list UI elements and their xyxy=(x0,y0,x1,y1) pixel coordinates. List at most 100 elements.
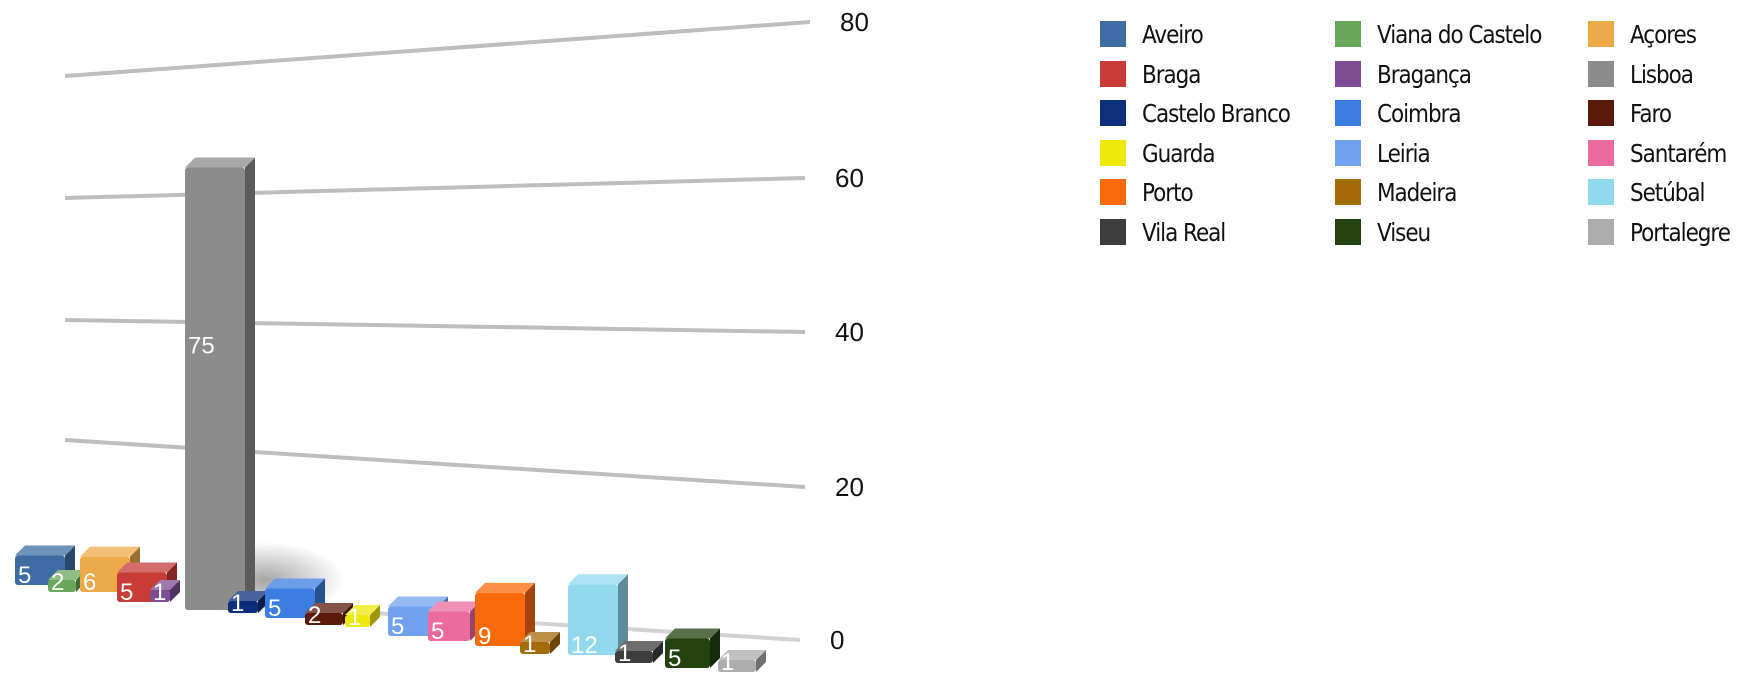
legend-item: Portalegre xyxy=(1588,216,1746,248)
data-label: 5 xyxy=(431,618,444,645)
bar-front xyxy=(48,580,76,592)
legend-item: Porto xyxy=(1100,176,1201,208)
legend-swatch xyxy=(1335,140,1361,166)
bar-santar-m xyxy=(428,601,480,641)
bar-side xyxy=(756,650,766,672)
legend-label: Coimbra xyxy=(1377,98,1462,128)
bar-top xyxy=(665,628,720,639)
legend-swatch xyxy=(1100,100,1126,126)
bar-top xyxy=(568,574,628,585)
data-label: 5 xyxy=(391,613,404,640)
bar-top xyxy=(475,582,535,593)
data-label: 1 xyxy=(721,649,734,676)
data-label: 5 xyxy=(268,595,281,622)
y-tick-label: 20 xyxy=(835,472,864,502)
y-tick-label: 80 xyxy=(840,7,869,37)
legend-swatch xyxy=(1100,179,1126,205)
legend-item: Guarda xyxy=(1100,137,1226,169)
gridline-80 xyxy=(64,20,811,78)
legend-label: Setúbal xyxy=(1630,177,1706,207)
bar-top xyxy=(305,603,353,613)
bar-side xyxy=(370,605,380,627)
legend-swatch xyxy=(1100,219,1126,245)
legend-label: Braga xyxy=(1142,59,1201,89)
bar-top xyxy=(80,546,140,557)
legend-item: Açores xyxy=(1588,18,1707,50)
bar-side xyxy=(550,632,560,654)
bar-top xyxy=(388,596,448,607)
legend-item: Lisboa xyxy=(1588,58,1703,90)
bar-top xyxy=(265,578,325,589)
bar-front xyxy=(150,590,170,602)
data-label: 5 xyxy=(668,645,681,672)
legend-item: Madeira xyxy=(1335,176,1469,208)
bar-coimbra xyxy=(265,578,325,618)
legend-swatch xyxy=(1100,140,1126,166)
bar-top xyxy=(150,580,180,590)
y-tick-label: 60 xyxy=(835,163,864,193)
data-label: 5 xyxy=(18,562,31,589)
legend-swatch xyxy=(1100,21,1126,47)
data-label: 9 xyxy=(478,623,491,650)
legend-label: Faro xyxy=(1630,98,1672,128)
bars xyxy=(15,157,766,672)
data-label: 1 xyxy=(523,631,536,658)
legend-swatch xyxy=(1588,179,1614,205)
legend-item: Viana do Castelo xyxy=(1335,18,1568,50)
bar-top xyxy=(48,570,86,580)
bar-side xyxy=(618,574,628,655)
data-label: 6 xyxy=(83,569,96,596)
legend-label: Leiria xyxy=(1377,138,1431,168)
data-label: 1 xyxy=(348,604,361,631)
bar-front xyxy=(665,638,710,668)
data-label: 1 xyxy=(618,640,631,667)
legend-swatch xyxy=(1335,61,1361,87)
bar-front xyxy=(428,611,470,641)
legend-label: Guarda xyxy=(1142,138,1216,168)
bar-front xyxy=(615,651,653,663)
bar-side xyxy=(170,580,180,602)
bar-front xyxy=(185,167,245,610)
bar-vila-real xyxy=(615,641,663,663)
data-label: 12 xyxy=(571,632,598,659)
bar-madeira xyxy=(520,632,560,654)
bar-front xyxy=(305,613,343,625)
bar-front xyxy=(475,592,525,646)
bar-porto xyxy=(475,582,535,646)
bar-set-bal xyxy=(568,574,628,655)
bar-viseu xyxy=(665,628,720,668)
data-label: 5 xyxy=(120,579,133,606)
legend-item: Coimbra xyxy=(1335,97,1474,129)
bar-guarda xyxy=(345,605,380,627)
legend-item: Faro xyxy=(1588,97,1678,129)
legend-item: Braga xyxy=(1100,58,1210,90)
data-label: 1 xyxy=(153,579,166,606)
legend-label: Aveiro xyxy=(1142,19,1204,49)
bar-top xyxy=(718,650,766,660)
bar-top xyxy=(228,591,268,601)
legend-item: Viseu xyxy=(1335,216,1439,248)
legend-label: Viseu xyxy=(1377,217,1431,247)
legend-label: Madeira xyxy=(1377,177,1457,207)
legend-swatch xyxy=(1335,219,1361,245)
legend-item: Bragança xyxy=(1335,58,1486,90)
legend-swatch xyxy=(1588,61,1614,87)
legend-item: Setúbal xyxy=(1588,176,1717,208)
bar-top xyxy=(345,605,380,615)
bar-front xyxy=(388,606,438,636)
gridline-60 xyxy=(64,176,806,200)
y-tick-label: 40 xyxy=(835,317,864,347)
bar-side xyxy=(710,628,720,668)
legend-label: Bragança xyxy=(1377,59,1472,89)
bar-front xyxy=(228,601,258,613)
bar-top xyxy=(520,632,560,642)
bar-side xyxy=(245,157,255,610)
gridline-40 xyxy=(64,318,806,334)
bar-castelo-branco xyxy=(228,591,268,613)
legend-label: Açores xyxy=(1630,19,1697,49)
bar-viana-do-castelo xyxy=(48,570,86,592)
legend-swatch xyxy=(1335,21,1361,47)
data-label: 2 xyxy=(308,602,321,629)
